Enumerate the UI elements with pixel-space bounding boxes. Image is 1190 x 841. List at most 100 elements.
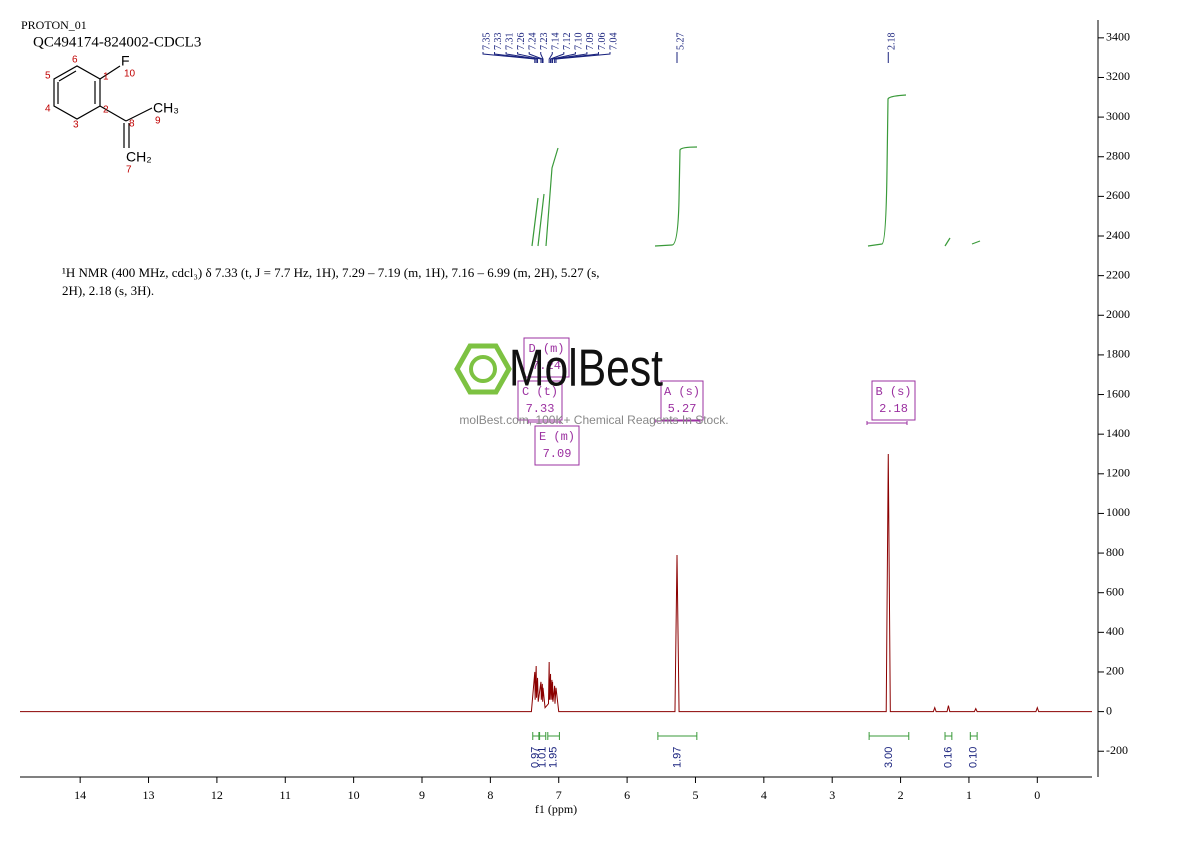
logo-hexagon xyxy=(454,343,512,395)
atom-label: CH₃ xyxy=(153,100,179,116)
peak-label: 7.12 xyxy=(562,33,573,51)
atom-number: 4 xyxy=(45,104,51,115)
peak-leader xyxy=(528,52,543,63)
nmr-description: ¹H NMR (400 MHz, cdcl₃) δ 7.33 (t, J = 7… xyxy=(62,265,600,298)
spectrum-line xyxy=(20,453,1092,713)
multiplet-box xyxy=(534,425,580,466)
experiment-name: PROTON_01 xyxy=(21,18,87,32)
atom-number: 5 xyxy=(45,71,51,82)
y-tick-label: 3000 xyxy=(1106,109,1130,123)
integral-label: 1.01 xyxy=(537,747,549,768)
x-tick-label: 12 xyxy=(211,788,223,802)
peak-label: 7.31 xyxy=(504,33,515,51)
integral-range xyxy=(969,732,978,740)
peak-label: 7.06 xyxy=(597,33,608,51)
peak-leader xyxy=(517,52,542,63)
y-tick-label: 200 xyxy=(1106,664,1124,678)
atom-number: 1 xyxy=(103,72,109,83)
y-tick-label: 2000 xyxy=(1106,307,1130,321)
multiplet-shift: 7.24 xyxy=(532,359,561,373)
y-tick-label: 3200 xyxy=(1106,69,1130,83)
x-tick-label: 2 xyxy=(898,788,904,802)
sample-name: QC494174-824002-CDCL3 xyxy=(33,34,201,50)
peak-label: 7.24 xyxy=(527,33,538,51)
peak-leader xyxy=(555,52,611,63)
y-tick-label: 1800 xyxy=(1106,347,1130,361)
x-axis-label: f1 (ppm) xyxy=(535,802,577,816)
peak-label: 7.14 xyxy=(551,33,562,51)
peak-leader xyxy=(554,52,599,63)
atom-number: 7 xyxy=(126,165,132,176)
atom-number: 8 xyxy=(129,119,135,130)
multiplet-shift: 7.09 xyxy=(543,447,572,461)
integral-label: 0.10 xyxy=(968,747,980,768)
multiplet-box xyxy=(517,380,563,421)
atom-number: 3 xyxy=(73,120,79,131)
peak-label: 7.33 xyxy=(493,33,504,51)
x-tick-label: 0 xyxy=(1034,788,1040,802)
y-tick-label: 2400 xyxy=(1106,228,1130,242)
y-tick-label: 2800 xyxy=(1106,148,1130,162)
multiplet-shift: 7.33 xyxy=(526,402,555,416)
peak-leader xyxy=(540,52,544,63)
multiplet-label: A (s) xyxy=(664,385,700,399)
integral-range xyxy=(539,732,547,740)
integral-range xyxy=(547,732,560,740)
integral-curves xyxy=(531,94,981,247)
peak-label: 5.27 xyxy=(675,33,686,51)
integral-range xyxy=(532,732,540,740)
peak-label: 7.35 xyxy=(481,33,492,51)
peak-leader xyxy=(550,52,565,63)
peak-leader xyxy=(494,52,537,63)
y-tick-label: 800 xyxy=(1106,545,1124,559)
peak-leader xyxy=(482,52,536,63)
tagline: molBest.com, 100K+ Chemical Reagents In … xyxy=(459,413,728,427)
y-tick-label: 1200 xyxy=(1106,466,1130,480)
multiplet-label: B (s) xyxy=(875,385,911,399)
peak-label: 7.23 xyxy=(539,33,550,51)
y-tick-label: -200 xyxy=(1106,743,1128,757)
y-tick-label: 1600 xyxy=(1106,386,1130,400)
x-tick-label: 5 xyxy=(692,788,698,802)
integral-range xyxy=(868,732,910,740)
multiplet-label: E (m) xyxy=(539,430,575,444)
x-tick-label: 8 xyxy=(487,788,493,802)
peak-leader xyxy=(548,52,553,63)
multiplet-box xyxy=(523,337,570,378)
x-tick-label: 11 xyxy=(279,788,291,802)
atom-number: 6 xyxy=(72,55,78,66)
multiplet-shift: 2.18 xyxy=(879,402,908,416)
peak-label: 7.04 xyxy=(608,33,619,51)
multiplet-box xyxy=(871,380,916,421)
multiplet-box xyxy=(660,380,704,421)
x-tick-label: 4 xyxy=(761,788,767,802)
x-tick-label: 14 xyxy=(74,788,86,802)
y-tick-label: 3400 xyxy=(1106,30,1130,44)
brand: MolBest xyxy=(509,340,663,398)
logo-ring xyxy=(469,355,497,383)
peak-label: 7.26 xyxy=(516,33,527,51)
watermark: MolBest molBest.com, 100K+ Chemical Reage… xyxy=(454,340,729,427)
atom-number: 2 xyxy=(103,105,109,116)
y-tick-label: 2200 xyxy=(1106,267,1130,281)
y-tick-label: 400 xyxy=(1106,624,1124,638)
atom-label: F xyxy=(121,53,130,69)
y-tick-label: 600 xyxy=(1106,584,1124,598)
integral-label: 1.97 xyxy=(671,747,683,768)
structure-labels: 1 2 3 4 5 6 F 10 CH₃ 9 8 CH₂ 7 xyxy=(45,53,179,176)
x-tick-label: 10 xyxy=(348,788,360,802)
x-tick-label: 7 xyxy=(556,788,562,802)
peak-leader xyxy=(505,52,539,63)
y-tick-label: 2600 xyxy=(1106,188,1130,202)
integral-range xyxy=(944,732,953,740)
atom-number: 9 xyxy=(155,116,161,127)
y-tick-label: 1400 xyxy=(1106,426,1130,440)
peak-label: 2.18 xyxy=(887,33,898,51)
x-tick-label: 9 xyxy=(419,788,425,802)
multiplet-label: C (t) xyxy=(522,385,558,399)
peak-label: 7.09 xyxy=(585,33,596,51)
integral-label: 0.16 xyxy=(942,747,954,768)
multiplet-label: D (m) xyxy=(528,342,564,356)
integral-label: 0.97 xyxy=(530,747,542,768)
